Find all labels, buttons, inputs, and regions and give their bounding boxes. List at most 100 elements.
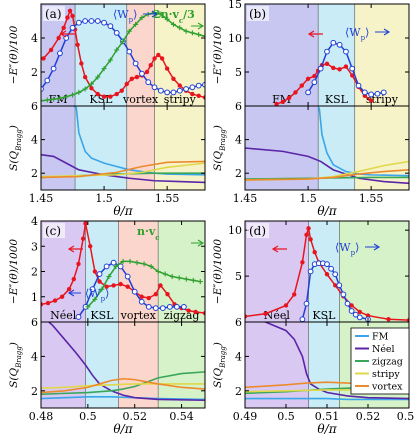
- sq-line-fm: [41, 396, 205, 401]
- point-Wp: [69, 24, 76, 31]
- point-E: [139, 294, 144, 299]
- point-nv: [82, 86, 88, 92]
- point-nv: [202, 33, 205, 39]
- point-E: [41, 302, 44, 307]
- y-tick-label: 2: [31, 385, 38, 398]
- x-tick-label: 0.54: [169, 410, 194, 423]
- point-E: [190, 91, 195, 97]
- point-E: [124, 81, 129, 87]
- y-tick-label: 4: [235, 350, 242, 363]
- sq-line-fm: [245, 397, 409, 401]
- point-E: [283, 303, 289, 308]
- x-tick-label: 0.52: [122, 410, 147, 423]
- point-nv: [183, 276, 189, 282]
- y-tick-label: 2: [31, 167, 38, 180]
- point-E: [274, 101, 279, 106]
- point-Wp: [44, 77, 51, 84]
- point-E: [292, 292, 297, 297]
- point-E: [108, 94, 113, 99]
- point-E: [304, 232, 309, 237]
- region-bottom-ksl: [85, 322, 119, 408]
- point-Wp: [164, 89, 171, 96]
- sq-line-neel: [47, 322, 205, 402]
- sq-line-neel: [245, 147, 409, 185]
- panel-tag: (d): [249, 224, 266, 238]
- point-nv: [114, 47, 120, 53]
- point-nv: [176, 275, 182, 281]
- wp-label: ⟨Wp⟩: [335, 241, 359, 257]
- y-axis-label-top: −E″(θ)/1000: [212, 239, 224, 304]
- point-nv: [57, 95, 63, 101]
- region-bottom-zigzag: [158, 322, 205, 408]
- point-Wp: [324, 261, 330, 268]
- bottom-series-group: [245, 106, 409, 185]
- region-label-stripy: stripy: [164, 93, 197, 106]
- point-E: [95, 91, 100, 97]
- point-nv: [120, 258, 126, 264]
- point-E: [83, 221, 88, 226]
- point-nv: [99, 286, 105, 292]
- point-E: [280, 99, 286, 105]
- y-tick-label: 6: [31, 316, 38, 329]
- point-E: [164, 66, 170, 71]
- point-E: [82, 74, 88, 80]
- y-tick-label: 10: [228, 224, 242, 237]
- top-series-group: [274, 39, 387, 106]
- point-Wp: [75, 19, 82, 26]
- point-nv: [70, 92, 76, 98]
- point-E: [134, 74, 140, 80]
- y-tick-label: 4: [235, 134, 242, 147]
- bottom-series-group: [41, 106, 205, 184]
- point-E: [65, 15, 70, 20]
- point-E: [406, 317, 409, 322]
- y-axis-label-bottom: S(QBragg): [212, 125, 227, 171]
- point-Wp: [82, 18, 89, 24]
- point-nv: [189, 30, 195, 36]
- point-nv: [41, 98, 44, 104]
- legend-label: stripy: [372, 369, 400, 380]
- point-Wp: [368, 91, 375, 98]
- region-label-ksl: KSL: [325, 93, 349, 106]
- point-nv: [51, 96, 57, 102]
- x-tick-label: 0.53: [397, 410, 415, 423]
- x-tick-label: 1.5: [95, 192, 113, 205]
- point-E: [324, 272, 330, 277]
- point-E: [343, 64, 349, 69]
- point-Wp: [330, 39, 337, 46]
- point-Wp: [343, 48, 349, 55]
- point-E: [337, 67, 342, 72]
- point-E: [118, 281, 123, 287]
- point-nv: [126, 28, 132, 34]
- point-E: [193, 309, 198, 315]
- y-tick-label: 6: [235, 100, 242, 113]
- region-label-ksl: KSL: [312, 309, 336, 322]
- point-E: [148, 62, 153, 68]
- point-nv: [92, 296, 98, 302]
- point-nv: [113, 263, 119, 269]
- point-E: [45, 300, 51, 306]
- x-tick-label: 1.5: [299, 192, 317, 205]
- y-tick-label: 4: [31, 32, 38, 45]
- point-nv: [183, 28, 189, 34]
- bottom-frame: [244, 105, 410, 191]
- y-tick-label: 1: [31, 291, 38, 304]
- point-E: [331, 65, 336, 71]
- panel-tag-bg: [43, 6, 65, 21]
- point-Wp: [132, 60, 139, 67]
- point-Wp: [374, 90, 381, 97]
- point-Wp: [202, 81, 205, 88]
- point-E: [119, 88, 124, 93]
- region-bottom-ksl: [308, 322, 340, 408]
- point-Wp: [336, 41, 343, 48]
- point-Wp: [166, 303, 173, 310]
- y-tick-label: 5: [235, 66, 242, 79]
- y-axis-label-bottom: S(QBragg): [8, 342, 23, 388]
- sq-line-vortex: [41, 377, 205, 394]
- region-label-vortex: vortex: [120, 309, 157, 322]
- y-tick-label: 4: [31, 350, 38, 363]
- bottom-frame: [40, 321, 206, 409]
- point-E: [156, 52, 161, 58]
- panel-tag-bg: [43, 223, 65, 238]
- point-E: [125, 284, 130, 289]
- x-tick-label: 1.55: [155, 192, 180, 205]
